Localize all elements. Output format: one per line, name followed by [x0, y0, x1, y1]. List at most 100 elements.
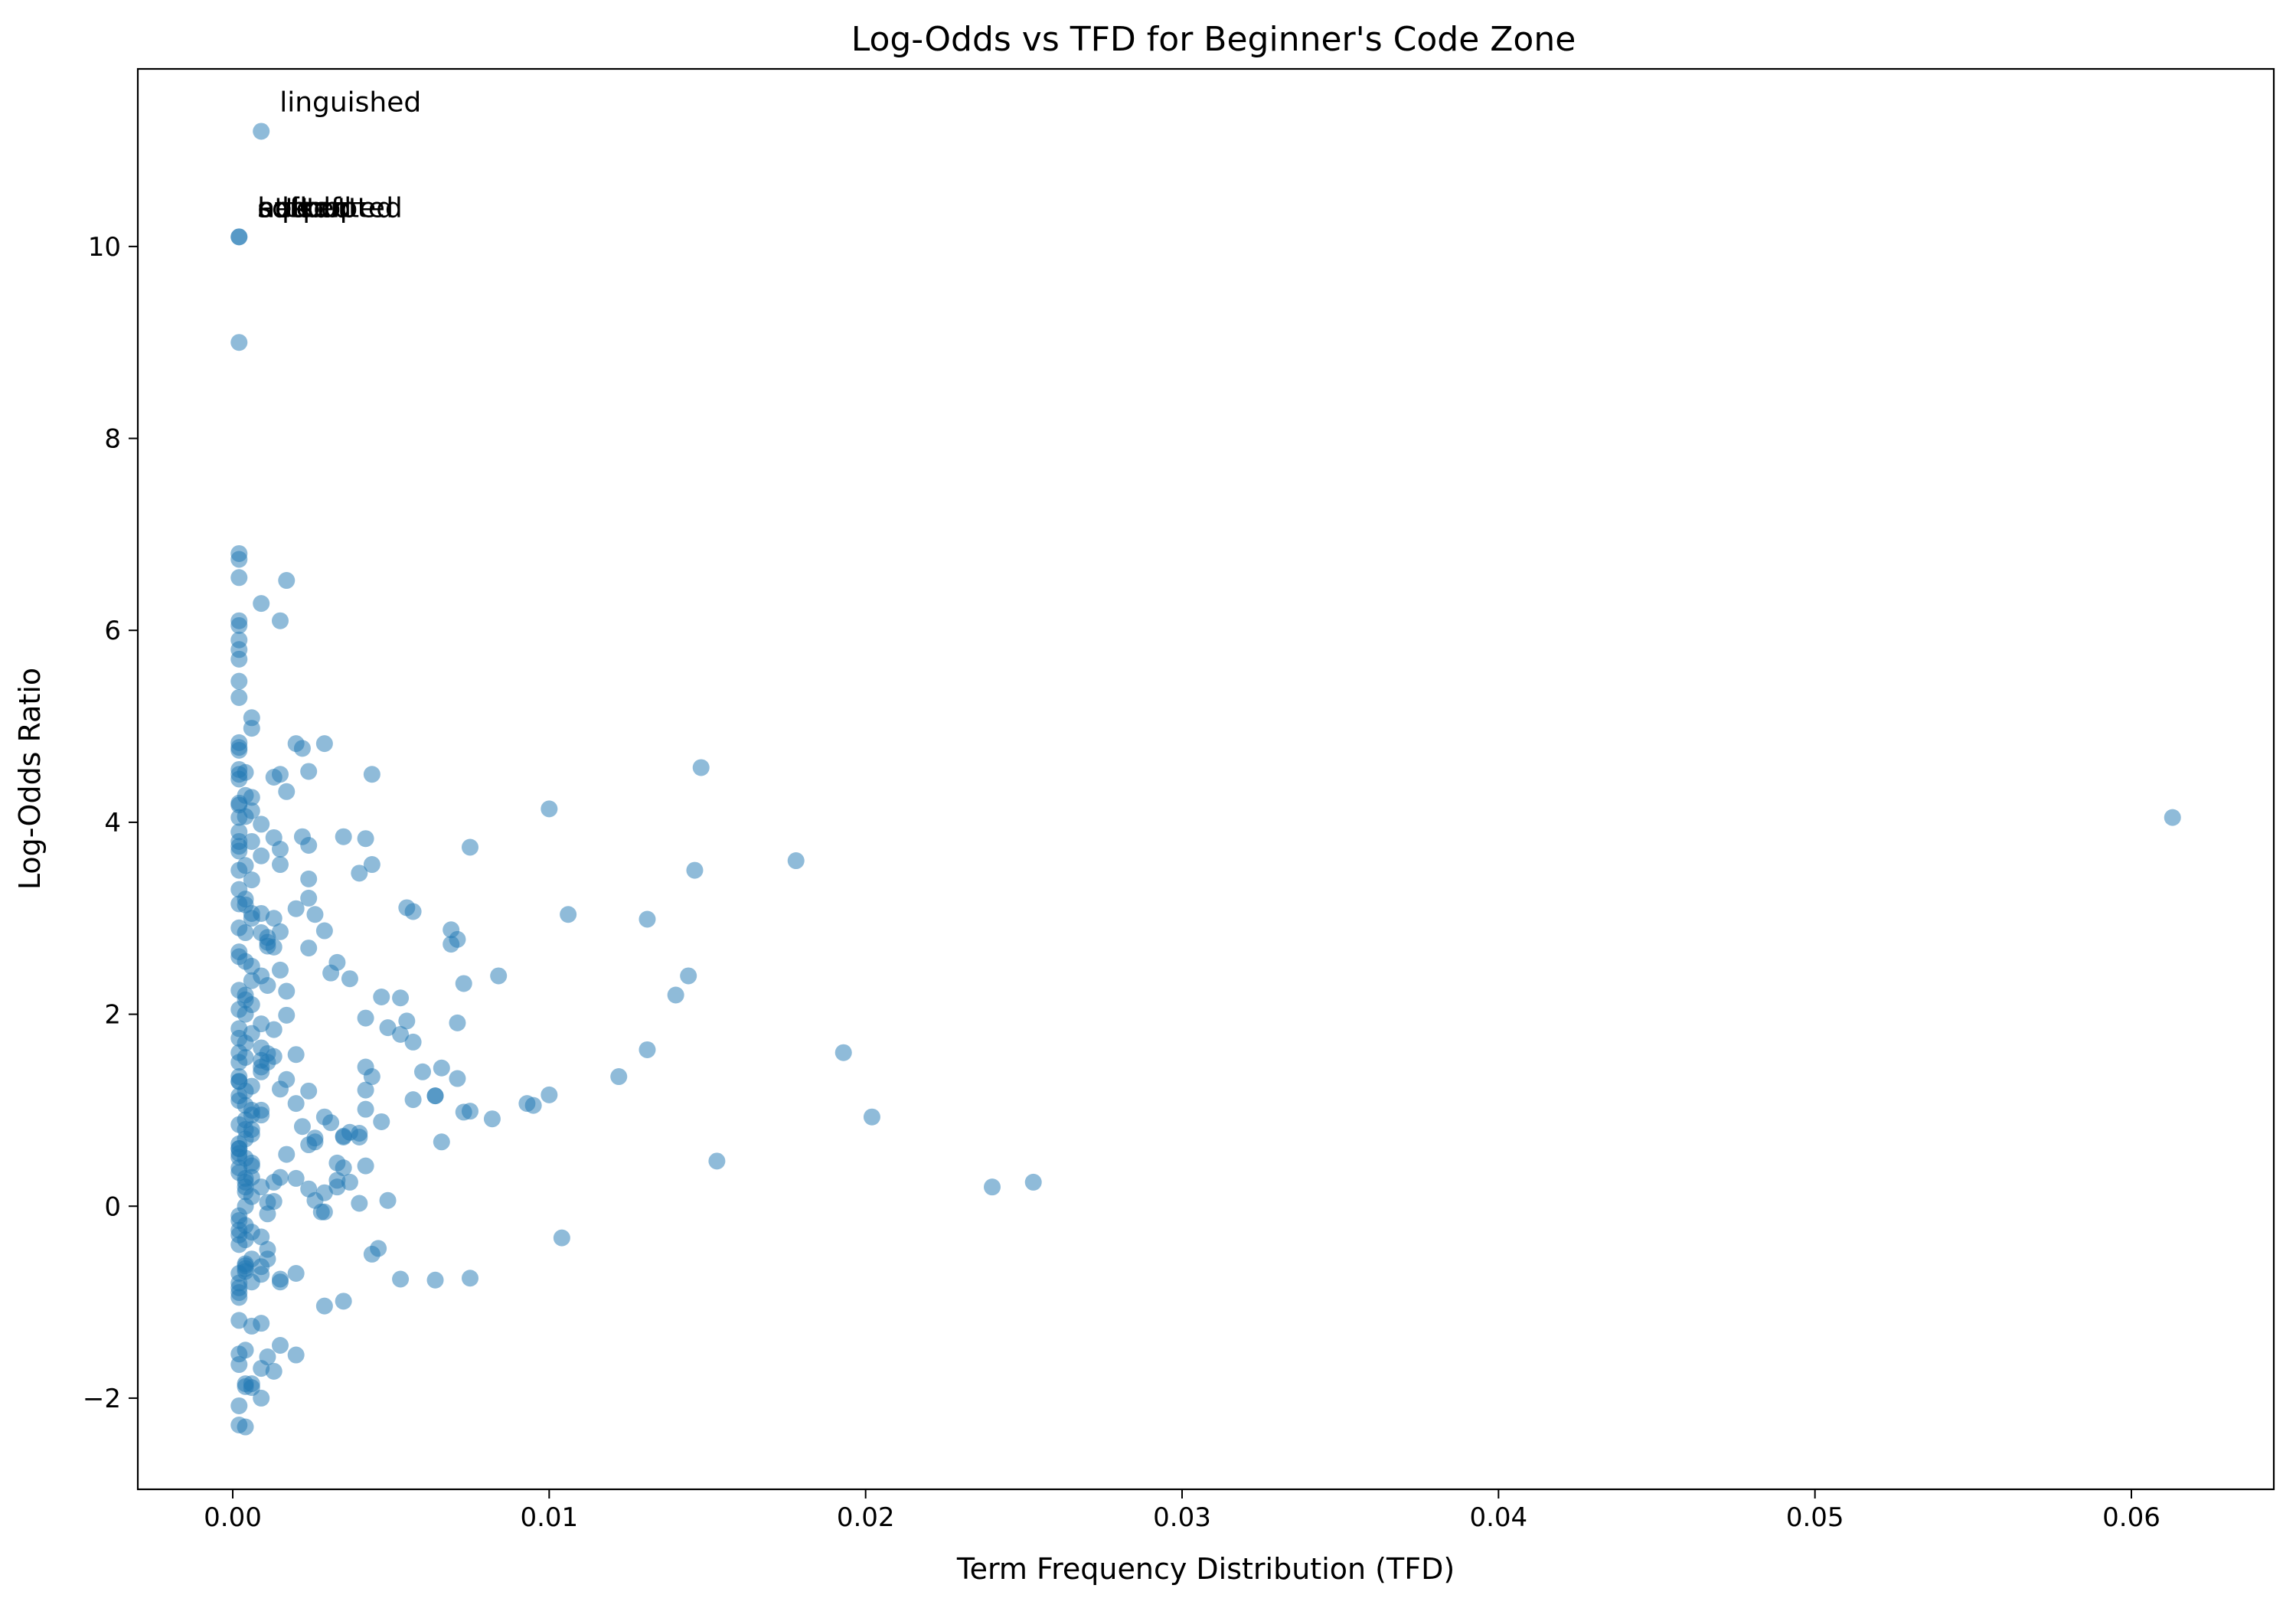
data-point [639, 910, 656, 928]
data-point [253, 1266, 270, 1283]
data-point [541, 800, 558, 818]
annotation-label: sqrt [257, 192, 312, 224]
annotation-label: sdfsdf [257, 192, 341, 224]
data-point [300, 763, 318, 780]
data-point [686, 861, 704, 879]
data-point [230, 842, 248, 860]
data-point [341, 1173, 358, 1191]
data-point [300, 870, 318, 887]
data-point [230, 1073, 248, 1090]
data-point [315, 1203, 333, 1221]
data-point [237, 857, 254, 874]
data-point [863, 1108, 880, 1126]
data-point [230, 672, 248, 690]
data-point [253, 815, 270, 833]
data-point [680, 967, 697, 985]
data-point [253, 595, 270, 613]
data-point [272, 766, 289, 783]
plot-area [136, 67, 2275, 1491]
annotation-label: outputted [257, 192, 394, 224]
data-point [237, 1255, 254, 1273]
data-point [265, 1021, 283, 1038]
data-point [322, 964, 340, 982]
data-point [449, 1070, 466, 1087]
annotation-label: attempted [257, 192, 402, 224]
data-point [253, 1315, 270, 1332]
data-point [243, 1106, 260, 1124]
data-point [433, 1059, 450, 1077]
data-point [272, 1336, 289, 1354]
data-point [230, 1397, 248, 1414]
data-point [243, 1077, 260, 1095]
y-tick-label: 6 [104, 616, 121, 646]
data-point [300, 889, 318, 907]
data-point [237, 808, 254, 825]
data-point [265, 910, 283, 927]
data-point [392, 989, 410, 1007]
data-point [341, 970, 358, 988]
data-point [287, 1346, 305, 1364]
data-point [253, 1360, 270, 1378]
data-point [287, 1169, 305, 1187]
x-tick-label: 0.04 [1469, 1502, 1527, 1533]
data-point [560, 906, 577, 923]
data-point [404, 1091, 422, 1109]
data-point [230, 1312, 248, 1329]
data-point [230, 919, 248, 936]
point-annotations: linguished sdfsdfattemptedhellooosqrtoutp… [257, 87, 421, 224]
data-point [253, 904, 270, 922]
data-point [230, 1140, 248, 1158]
data-point [335, 828, 352, 845]
data-point [230, 741, 248, 759]
data-point [541, 1086, 558, 1103]
data-point [243, 789, 260, 806]
x-tick-label: 0.02 [837, 1502, 895, 1533]
annotation-label: nested [257, 192, 351, 224]
data-point [984, 1178, 1001, 1196]
data-point [483, 1110, 501, 1128]
data-point [293, 1118, 311, 1136]
data-point [230, 228, 248, 246]
data-point [300, 1082, 318, 1100]
y-tick-label: 4 [104, 808, 121, 838]
data-point [243, 871, 260, 889]
data-point [278, 572, 296, 590]
data-point [230, 943, 248, 961]
y-tick-label: 2 [104, 1000, 121, 1031]
data-point [278, 1006, 296, 1024]
data-point [259, 1205, 276, 1223]
data-point [230, 688, 248, 706]
data-point [230, 569, 248, 587]
data-point [243, 832, 260, 850]
data-point [293, 740, 311, 757]
data-point [230, 881, 248, 898]
data-point [490, 967, 508, 985]
data-point [287, 1046, 305, 1064]
y-axis-label: Log-Odds Ratio [13, 668, 47, 890]
data-point [414, 1063, 431, 1080]
data-point [335, 1159, 352, 1177]
data-point [230, 1159, 248, 1177]
data-point [230, 1020, 248, 1038]
data-point [259, 1054, 276, 1071]
data-point [315, 922, 333, 940]
data-point [462, 1270, 478, 1287]
data-point [230, 650, 248, 668]
x-tick-label: 0.05 [1786, 1502, 1844, 1533]
data-point [230, 334, 248, 351]
data-points [230, 123, 2181, 1436]
data-point [253, 1039, 270, 1057]
data-point [351, 1129, 368, 1146]
data-point [462, 1103, 478, 1120]
data-point [398, 1012, 416, 1030]
data-point [787, 852, 805, 870]
data-point [230, 770, 248, 788]
data-point [610, 1068, 628, 1086]
data-point [243, 1120, 260, 1138]
data-point [322, 1114, 340, 1132]
data-point [357, 1157, 374, 1175]
data-point [363, 1068, 380, 1086]
data-point [455, 975, 472, 992]
data-point [373, 1113, 390, 1130]
